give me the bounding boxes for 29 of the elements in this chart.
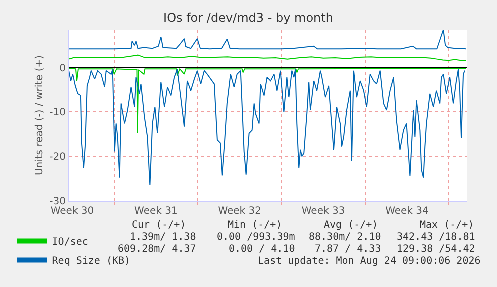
- text: Cur (-/+): [132, 220, 186, 231]
- text: 0.00 / 4.10: [229, 244, 296, 255]
- text: 129.38 /54.42: [397, 244, 476, 255]
- x-tick-label: Week 34: [386, 206, 429, 217]
- x-tick-label: Week 31: [134, 206, 178, 217]
- text: Avg (-/+): [324, 220, 378, 231]
- line-series: [69, 30, 466, 50]
- x-tick-label: Week 30: [50, 206, 94, 217]
- text: Max (-/+): [420, 220, 474, 231]
- y-tick-label: -10: [50, 108, 66, 119]
- text: 342.43 /18.81: [397, 232, 476, 243]
- legend-label: IO/sec: [52, 237, 88, 248]
- legend-label: Req Size (KB): [52, 256, 131, 268]
- chart-title: IOs for /dev/md3 - by month: [164, 11, 334, 26]
- line-series: [69, 69, 466, 186]
- y-tick-label: 0: [60, 63, 66, 74]
- y-axis-title: Units read (-) / write (+): [34, 55, 46, 176]
- text: 88.30m/ 2.10: [309, 232, 382, 243]
- x-tick-label: Week 32: [218, 206, 262, 217]
- y-tick-label: -30: [50, 196, 66, 208]
- text: 609.28m/ 4.37: [118, 244, 196, 255]
- text: 0.00 /993.39m: [217, 232, 296, 243]
- text: Last update: Mon Aug 24 09:00:06 2026: [258, 256, 481, 267]
- line-series: [69, 68, 466, 134]
- y-tick-label: -20: [50, 152, 66, 164]
- text: Min (-/+): [228, 220, 282, 231]
- text: 1.39m/ 1.38: [130, 232, 196, 243]
- text: 7.87 / 4.33: [315, 244, 382, 255]
- x-tick-label: Week 33: [302, 206, 346, 217]
